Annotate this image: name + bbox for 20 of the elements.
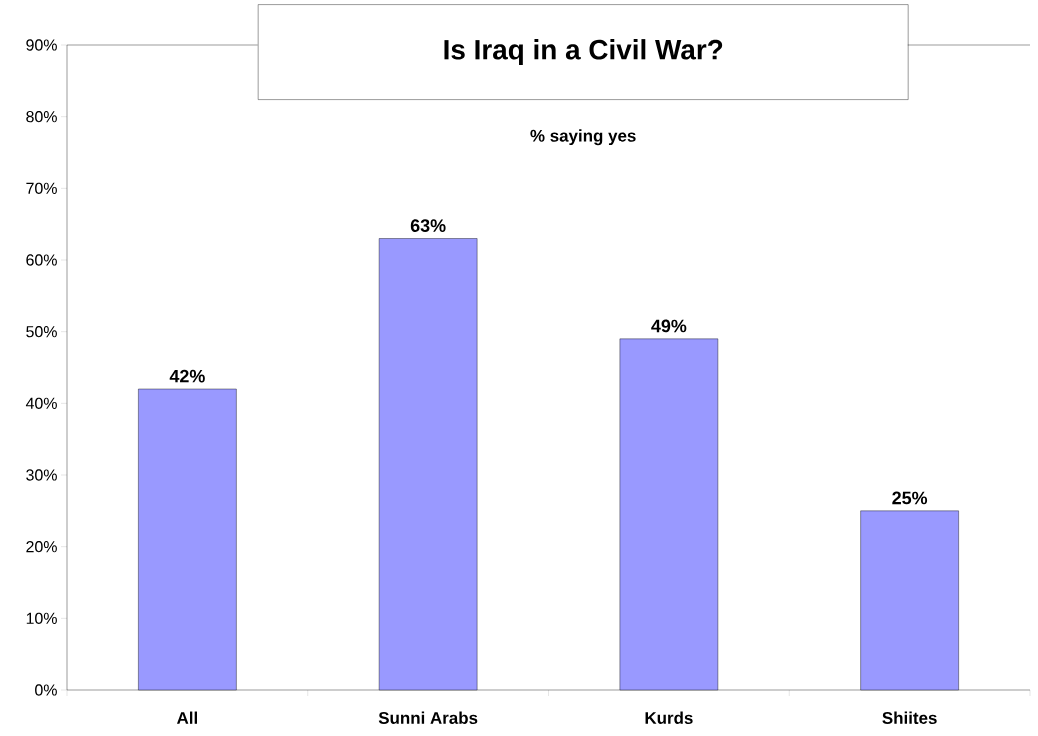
y-tick-label: 40% bbox=[25, 397, 57, 409]
y-tick-label: 80% bbox=[26, 111, 57, 123]
y-tick-label: 60% bbox=[26, 254, 57, 266]
y-tick-label: 50% bbox=[26, 326, 57, 338]
data-label: 42% bbox=[169, 369, 205, 383]
annotation: % saying yes bbox=[530, 129, 636, 146]
x-tick-label: Shiites bbox=[882, 711, 937, 724]
data-label: 63% bbox=[410, 219, 446, 232]
chart-title: Is Iraq in a Civil War? bbox=[444, 39, 723, 66]
data-label: 25% bbox=[892, 491, 928, 505]
x-tick-label: Sunni Arabs bbox=[378, 711, 478, 724]
y-tick-label: 10% bbox=[26, 612, 57, 624]
y-tick-label: 0% bbox=[35, 684, 57, 696]
y-tick-label: 70% bbox=[26, 182, 57, 194]
data-label: 49% bbox=[651, 319, 687, 333]
y-tick-label: 20% bbox=[26, 541, 57, 553]
y-tick-label: 90% bbox=[26, 39, 57, 51]
x-tick-label: All bbox=[176, 711, 197, 724]
y-tick-label: 30% bbox=[26, 469, 57, 481]
x-tick-label: Kurds bbox=[645, 711, 693, 724]
